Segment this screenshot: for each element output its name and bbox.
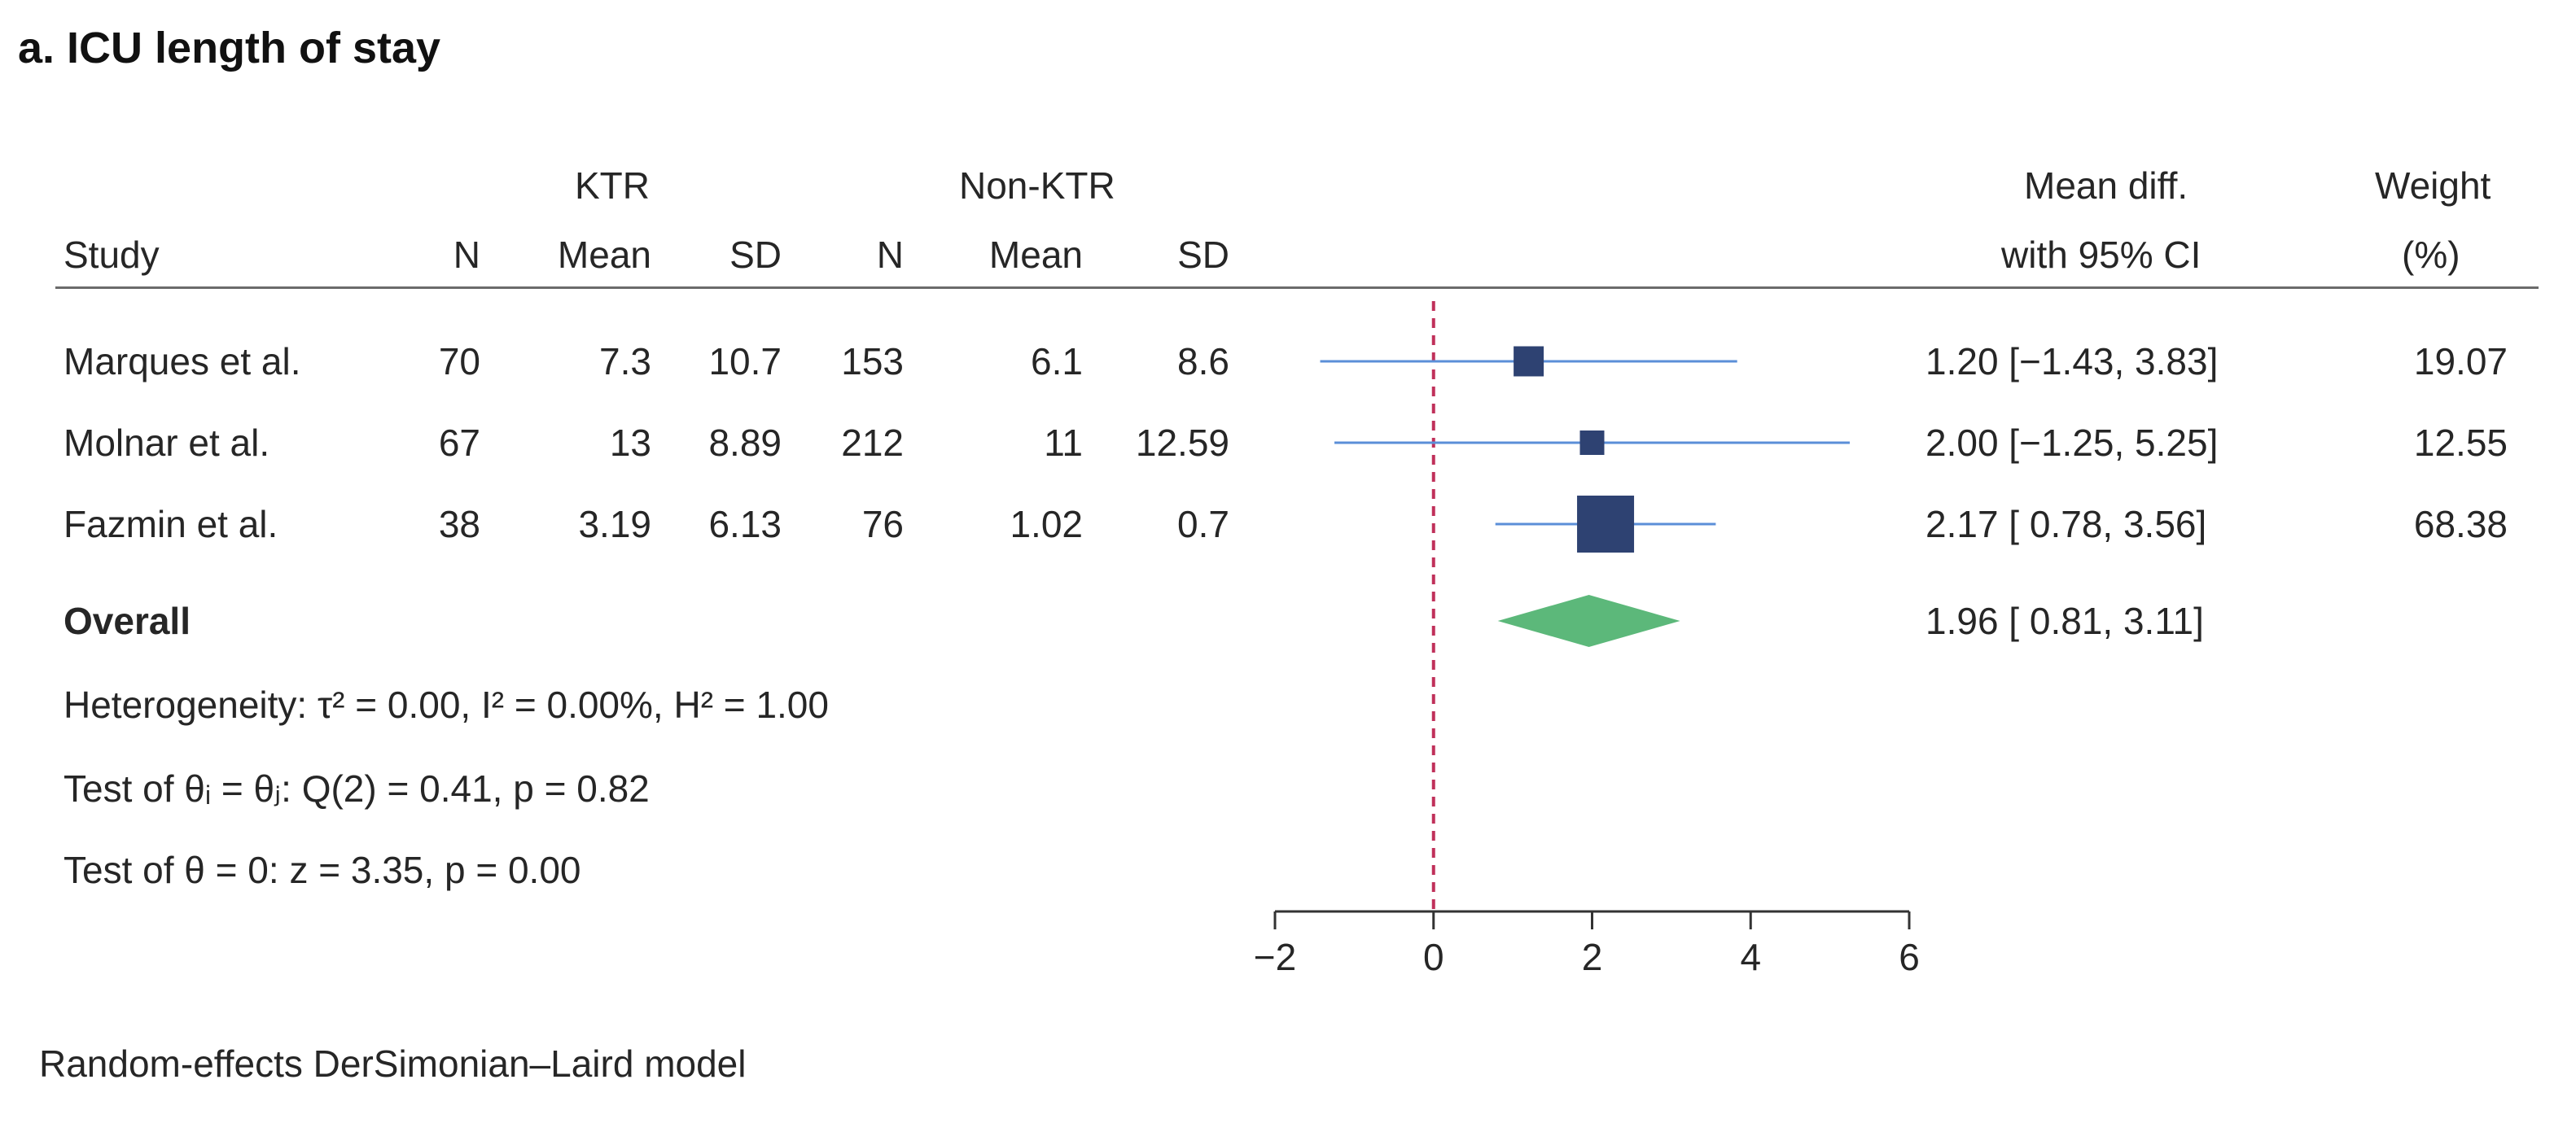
cell-mean2: 1.02	[1010, 503, 1083, 545]
x-tick-label: 6	[1899, 936, 1920, 978]
header-rule	[55, 286, 2539, 289]
cell-mean2: 6.1	[1031, 340, 1083, 382]
cell-n2: 212	[841, 422, 904, 464]
header-group-nonktr: Non-KTR	[959, 164, 1115, 207]
header-weight: Weight	[2375, 164, 2491, 207]
header-weight-pct: (%)	[2402, 234, 2460, 276]
header-sd2: SD	[1177, 234, 1229, 276]
model-footnote: Random-effects DerSimonian–Laird model	[39, 1042, 747, 1085]
test-q-text: Test of θᵢ = θⱼ: Q(2) = 0.41, p = 0.82	[64, 767, 650, 810]
cell-weight: 12.55	[2413, 422, 2508, 464]
cell-sd2: 0.7	[1177, 503, 1229, 545]
overall-diamond	[1497, 595, 1680, 647]
overall-ci: 1.96 [ 0.81, 3.11]	[1925, 600, 2204, 642]
header-mean-diff: Mean diff.	[2024, 164, 2188, 207]
header-ci: with 95% CI	[2001, 234, 2201, 276]
cell-ci: 2.00 [−1.25, 5.25]	[1925, 422, 2219, 464]
x-tick-label: 4	[1740, 936, 1761, 978]
header-mean2: Mean	[988, 234, 1083, 276]
cell-n2: 153	[841, 340, 904, 382]
header-group-ktr: KTR	[575, 164, 650, 207]
x-tick-label: −2	[1254, 936, 1296, 978]
cell-weight: 68.38	[2413, 503, 2508, 545]
header-mean1: Mean	[557, 234, 651, 276]
cell-sd2: 12.59	[1135, 422, 1229, 464]
cell-mean1: 13	[609, 422, 651, 464]
cell-mean1: 3.19	[578, 503, 651, 545]
cell-n1: 70	[438, 340, 480, 382]
overall-label: Overall	[64, 600, 191, 642]
point-estimate-box	[1579, 431, 1605, 455]
cell-sd2: 8.6	[1177, 340, 1229, 382]
cell-mean1: 7.3	[599, 340, 651, 382]
heterogeneity-text: Heterogeneity: τ² = 0.00, I² = 0.00%, H²…	[64, 684, 829, 726]
x-tick-label: 2	[1582, 936, 1603, 978]
study-name: Fazmin et al.	[64, 503, 278, 545]
figure-title: a. ICU length of stay	[18, 24, 441, 72]
cell-mean2: 11	[1044, 422, 1083, 464]
cell-weight: 19.07	[2413, 340, 2508, 382]
cell-n2: 76	[861, 503, 904, 545]
cell-ci: 1.20 [−1.43, 3.83]	[1925, 340, 2219, 382]
study-name: Marques et al.	[64, 340, 301, 382]
point-estimate-box	[1514, 346, 1544, 377]
cell-n1: 67	[438, 422, 480, 464]
cell-sd1: 10.7	[708, 340, 782, 382]
study-name: Molnar et al.	[64, 422, 270, 464]
test-z-text: Test of θ = 0: z = 3.35, p = 0.00	[64, 849, 581, 891]
header-study: Study	[64, 234, 160, 276]
cell-ci: 2.17 [ 0.78, 3.56]	[1925, 503, 2207, 545]
x-tick-label: 0	[1423, 936, 1444, 978]
cell-sd1: 6.13	[708, 503, 782, 545]
header-sd1: SD	[729, 234, 782, 276]
cell-n1: 38	[438, 503, 480, 545]
point-estimate-box	[1577, 496, 1635, 553]
cell-sd1: 8.89	[708, 422, 782, 464]
header-n2: N	[876, 234, 904, 276]
header-n1: N	[453, 234, 480, 276]
